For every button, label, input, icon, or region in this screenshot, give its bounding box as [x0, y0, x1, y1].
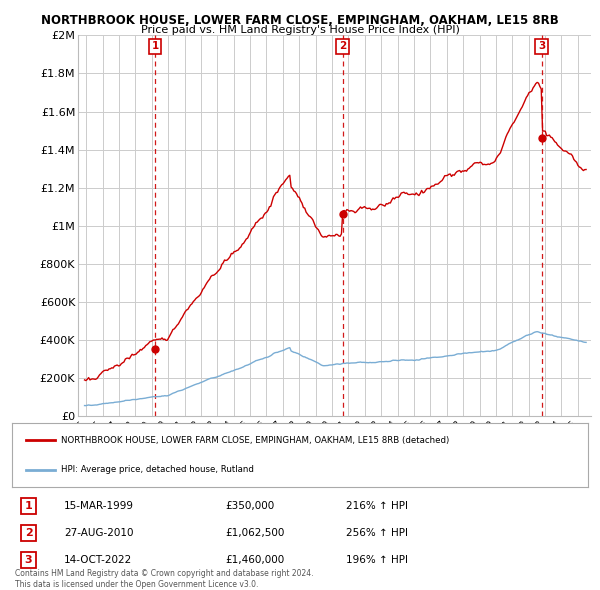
Text: £350,000: £350,000: [225, 501, 274, 511]
Text: 27-AUG-2010: 27-AUG-2010: [64, 528, 133, 538]
Text: Price paid vs. HM Land Registry's House Price Index (HPI): Price paid vs. HM Land Registry's House …: [140, 25, 460, 35]
Text: 1: 1: [25, 501, 32, 511]
Text: 2: 2: [339, 41, 346, 51]
Text: 196% ↑ HPI: 196% ↑ HPI: [346, 555, 408, 565]
Text: HPI: Average price, detached house, Rutland: HPI: Average price, detached house, Rutl…: [61, 465, 254, 474]
Text: NORTHBROOK HOUSE, LOWER FARM CLOSE, EMPINGHAM, OAKHAM, LE15 8RB: NORTHBROOK HOUSE, LOWER FARM CLOSE, EMPI…: [41, 14, 559, 27]
Text: £1,460,000: £1,460,000: [225, 555, 284, 565]
Text: £1,062,500: £1,062,500: [225, 528, 284, 538]
Text: 14-OCT-2022: 14-OCT-2022: [64, 555, 132, 565]
Text: 256% ↑ HPI: 256% ↑ HPI: [346, 528, 408, 538]
Text: 216% ↑ HPI: 216% ↑ HPI: [346, 501, 408, 511]
Text: 3: 3: [25, 555, 32, 565]
Text: 2: 2: [25, 528, 32, 538]
Text: Contains HM Land Registry data © Crown copyright and database right 2024.
This d: Contains HM Land Registry data © Crown c…: [15, 569, 314, 589]
Text: NORTHBROOK HOUSE, LOWER FARM CLOSE, EMPINGHAM, OAKHAM, LE15 8RB (detached): NORTHBROOK HOUSE, LOWER FARM CLOSE, EMPI…: [61, 436, 449, 445]
Text: 1: 1: [151, 41, 159, 51]
Text: 15-MAR-1999: 15-MAR-1999: [64, 501, 134, 511]
Text: 3: 3: [538, 41, 545, 51]
